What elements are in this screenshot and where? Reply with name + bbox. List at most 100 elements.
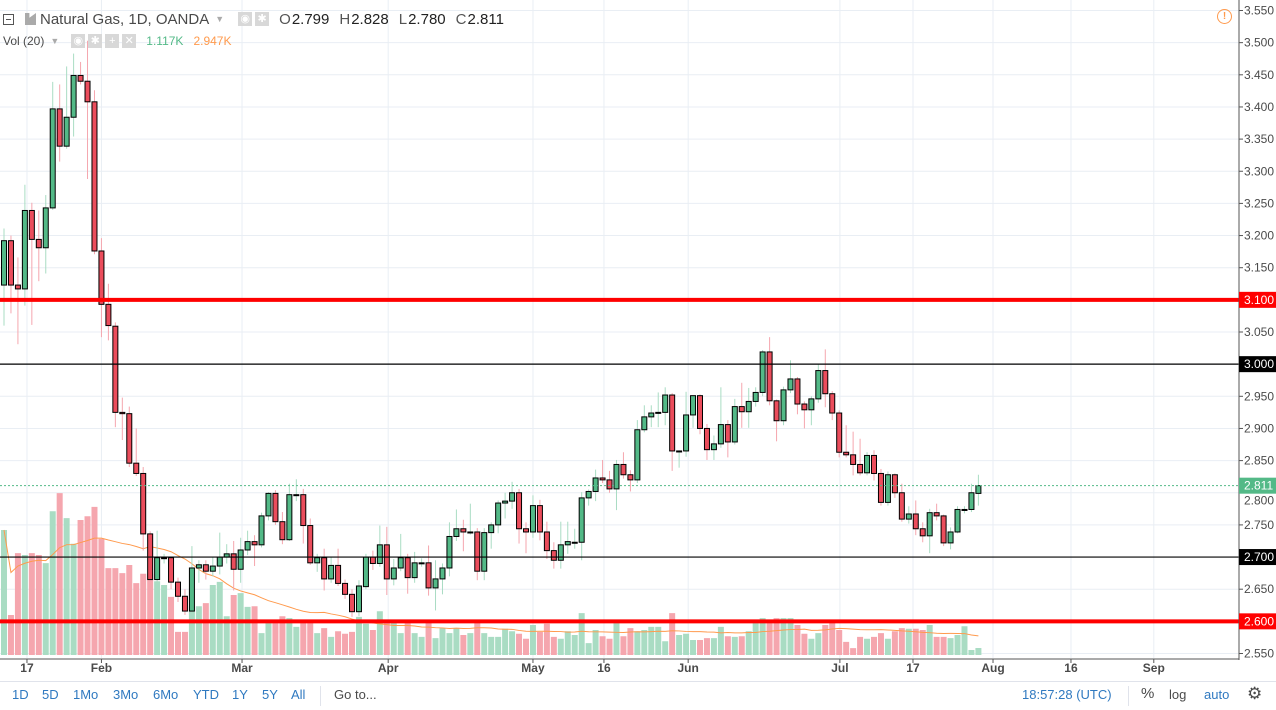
candle-up: [502, 500, 509, 504]
candle-down: [474, 531, 481, 572]
level-price-label: 2.600: [1244, 614, 1274, 628]
ohlc-low: L2.780: [399, 11, 446, 28]
candle-up: [557, 544, 564, 561]
symbol-icon: [25, 13, 36, 25]
candle-up: [355, 585, 362, 613]
candle-up: [49, 108, 56, 209]
percent-toggle[interactable]: %: [1141, 685, 1155, 702]
volume-bar: [794, 625, 801, 655]
candle-down: [460, 528, 467, 533]
volume-bar: [272, 623, 279, 655]
candle-down: [599, 477, 606, 481]
volume-bar: [63, 518, 70, 655]
warning-icon[interactable]: !: [1217, 9, 1232, 24]
price-chart[interactable]: 3.550 3.500 3.450 3.400 3.350 3.300 3.250 3.200…: [0, 0, 1276, 681]
volume-bar: [77, 520, 84, 655]
volume-bar: [898, 628, 905, 655]
volume-bar: [543, 623, 550, 655]
collapse-icon[interactable]: [3, 13, 14, 25]
volume-bar: [140, 573, 147, 655]
candle-down: [168, 557, 175, 583]
volume-bar: [843, 641, 850, 655]
goto-button[interactable]: Go to...: [334, 687, 377, 702]
range-1d[interactable]: 1D: [12, 687, 29, 702]
candle-up: [717, 424, 724, 445]
volume-bar: [432, 638, 439, 655]
range-1y[interactable]: 1Y: [232, 687, 248, 702]
volume-bar: [752, 623, 759, 655]
volume-bar: [460, 635, 467, 655]
volume-title[interactable]: Vol (20): [3, 34, 45, 48]
price-tick-label: 3.500: [1244, 36, 1274, 50]
candle-up: [954, 508, 961, 533]
range-5y[interactable]: 5Y: [262, 687, 278, 702]
candle-up: [683, 414, 690, 452]
candle-up: [488, 524, 495, 534]
volume-bar: [662, 641, 669, 655]
candle-up: [648, 412, 655, 418]
eye-icon[interactable]: ◉: [238, 12, 253, 26]
time-tick-label: 17: [906, 661, 920, 675]
candle-up: [905, 513, 912, 520]
volume-bar: [620, 636, 627, 655]
gear-icon[interactable]: ✱: [88, 34, 103, 48]
candle-down: [119, 411, 126, 415]
volume-value: 1.117K: [146, 34, 184, 48]
volume-bar: [126, 565, 133, 655]
candle-down: [919, 528, 926, 537]
candle-down: [181, 595, 188, 612]
auto-toggle[interactable]: auto: [1204, 687, 1230, 702]
volume-bar: [362, 623, 369, 655]
price-tick-label: 3.400: [1244, 100, 1274, 114]
volume-bar: [641, 630, 648, 655]
candle-down: [669, 394, 676, 452]
range-3mo[interactable]: 3Mo: [113, 687, 139, 702]
candle-up: [787, 378, 794, 391]
candle-up: [376, 544, 383, 564]
gear-icon[interactable]: ⚙: [1247, 684, 1263, 703]
price-tick-label: 2.950: [1244, 389, 1274, 403]
price-tick-label: 2.850: [1244, 454, 1274, 468]
clock-timezone[interactable]: 18:57:28 (UTC): [1022, 687, 1112, 702]
volume-bar: [168, 596, 175, 655]
volume-bar: [933, 636, 940, 655]
volume-bar: [975, 648, 982, 655]
volume-bar: [578, 613, 585, 655]
range-5d[interactable]: 5D: [42, 687, 59, 702]
price-tick-label: 2.650: [1244, 582, 1274, 596]
plus-icon[interactable]: +: [105, 34, 120, 48]
eye-icon[interactable]: ◉: [71, 34, 86, 48]
candle-down: [91, 101, 98, 252]
range-all[interactable]: All: [291, 687, 306, 702]
candle-up: [481, 532, 488, 572]
time-tick-label: Apr: [378, 661, 399, 675]
candle-down: [620, 463, 627, 476]
candle-down: [829, 393, 836, 414]
symbol-title[interactable]: Natural Gas, 1D, OANDA: [40, 10, 210, 28]
chevron-down-icon[interactable]: ▼: [215, 14, 225, 24]
candle-down: [724, 424, 731, 443]
candle-down: [850, 454, 857, 465]
chevron-down-icon[interactable]: ▼: [50, 36, 60, 46]
level-price-label: 3.000: [1244, 357, 1274, 371]
range-ytd[interactable]: YTD: [193, 687, 219, 702]
volume-bar: [397, 633, 404, 655]
volume-bar: [175, 631, 181, 655]
candle-down: [836, 412, 843, 453]
gear-icon[interactable]: ✱: [255, 12, 270, 26]
candle-up: [926, 512, 933, 537]
candle-down: [912, 513, 919, 530]
candle-up: [780, 389, 787, 422]
candle-up: [641, 416, 648, 431]
high-label: H: [339, 10, 351, 28]
range-6mo[interactable]: 6Mo: [153, 687, 179, 702]
close-icon[interactable]: ✕: [122, 34, 137, 48]
volume-bar: [523, 638, 529, 655]
volume-bar: [905, 628, 912, 655]
log-toggle[interactable]: log: [1169, 687, 1187, 702]
candle-down: [898, 492, 905, 520]
range-1mo[interactable]: 1Mo: [73, 687, 99, 702]
candle-down: [105, 303, 112, 327]
candle-down: [857, 463, 864, 474]
volume-bar: [731, 636, 738, 655]
